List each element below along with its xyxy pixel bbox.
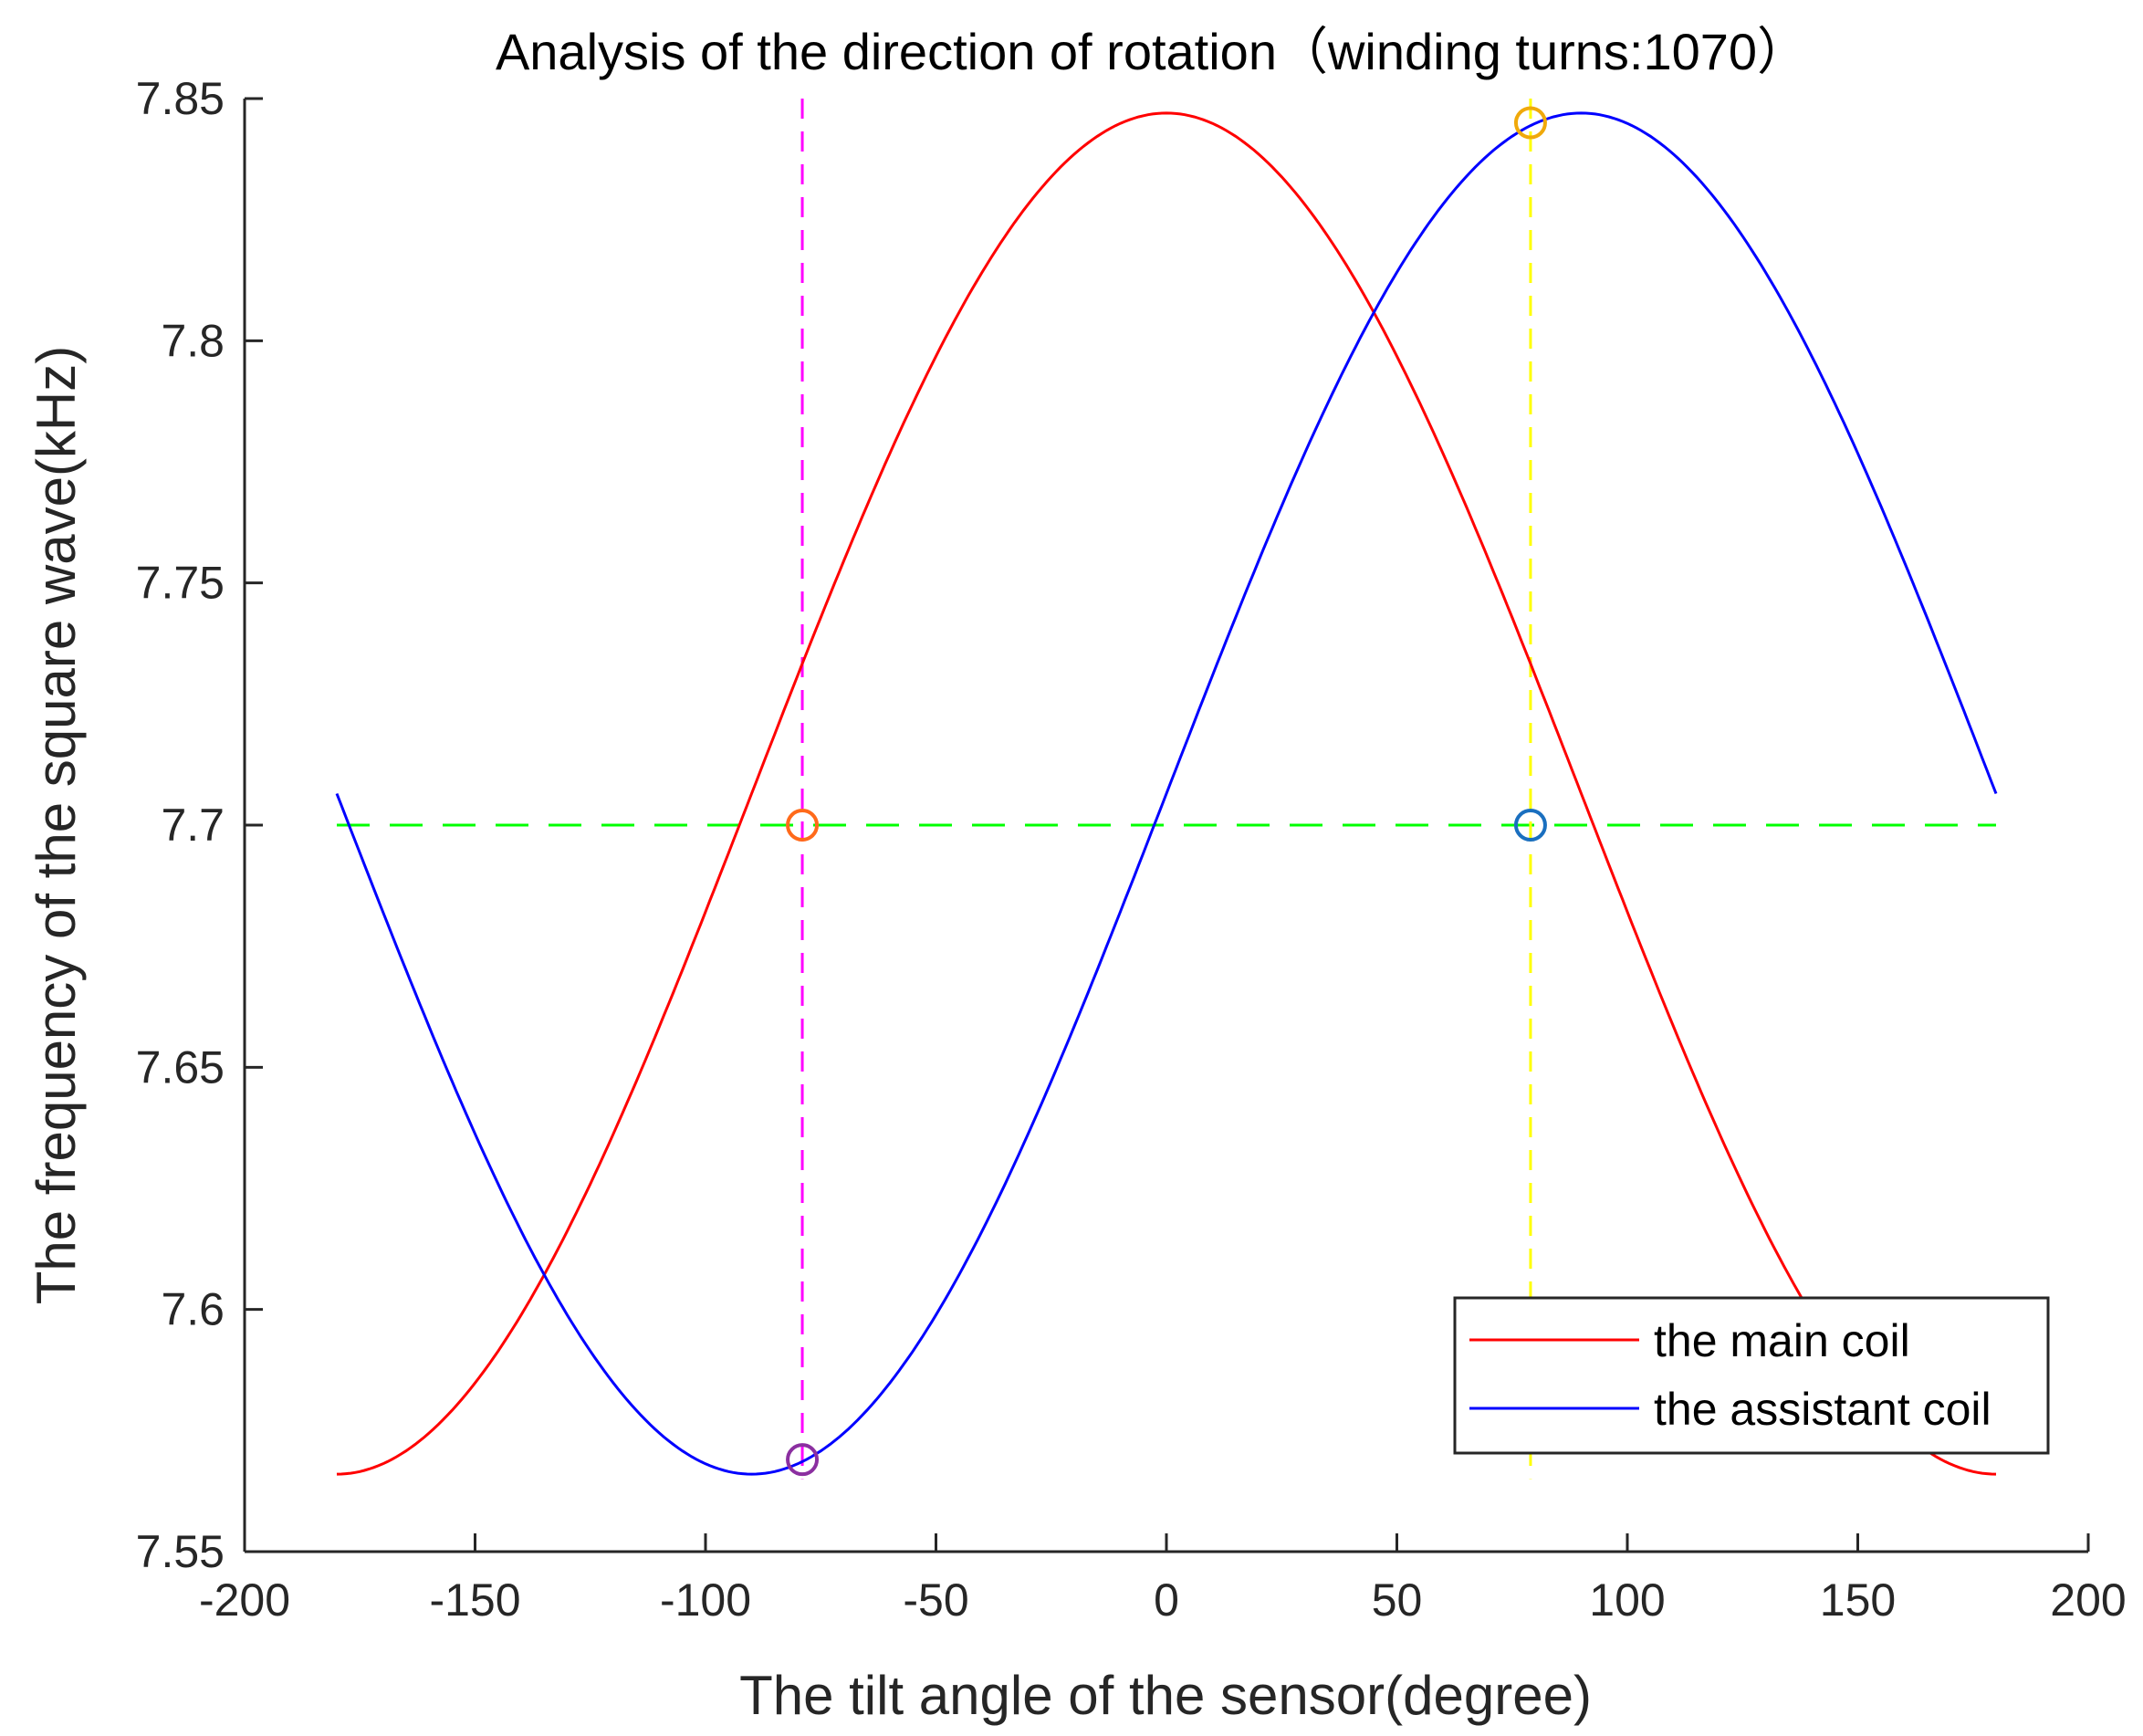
series-line-assistant-coil: [335, 111, 1998, 1476]
y-tick-label: 7.85: [136, 73, 225, 124]
x-tick-label: -150: [429, 1574, 520, 1626]
y-tick-label: 7.8: [161, 315, 225, 366]
legend: the main coil the assistant coil: [1453, 1296, 2050, 1455]
x-tick-label: -100: [660, 1574, 751, 1626]
y-tick-label: 7.7: [161, 800, 225, 851]
y-tick-label: 7.65: [136, 1041, 225, 1093]
x-tick-label: 50: [1372, 1574, 1423, 1626]
x-tick-label: -50: [903, 1574, 968, 1626]
series-lines: [335, 111, 1998, 1476]
y-axis-title: The frequency of the square wave(kHz): [26, 346, 87, 1305]
y-tick-label: 7.55: [136, 1526, 225, 1577]
legend-label-main-coil: the main coil: [1654, 1315, 1910, 1366]
markers: [786, 106, 1547, 1477]
x-axis-title: The tilt angle of the sensor(degree): [739, 1665, 1592, 1726]
chart-title: Analysis of the direction of rotation（wi…: [496, 23, 1808, 80]
x-tick-label: 100: [1589, 1574, 1665, 1626]
x-tick-label: 200: [2050, 1574, 2126, 1626]
x-tick-label: -200: [199, 1574, 290, 1626]
legend-label-assistant-coil: the assistant coil: [1654, 1384, 1991, 1435]
series-line-main-coil: [336, 111, 1997, 1476]
marker-assistant-coil-maximum: [1513, 106, 1547, 140]
x-tick-label: 150: [1820, 1574, 1896, 1626]
x-tick-label: 0: [1154, 1574, 1179, 1626]
marker-main-coil-negative-crossing: [786, 809, 820, 842]
marker-main-coil-positive-crossing: [1513, 809, 1547, 842]
legend-box: [1453, 1296, 2050, 1455]
reference-lines: [337, 99, 1996, 1480]
y-tick-label: 7.6: [161, 1284, 225, 1335]
y-tick-label: 7.75: [136, 558, 225, 609]
axis-ticks: -200 -150 -100 -50 0 50 100 150 200 7.55 7.6 7.65 7.…: [136, 73, 2127, 1626]
marker-assistant-coil-minimum: [786, 1443, 820, 1477]
